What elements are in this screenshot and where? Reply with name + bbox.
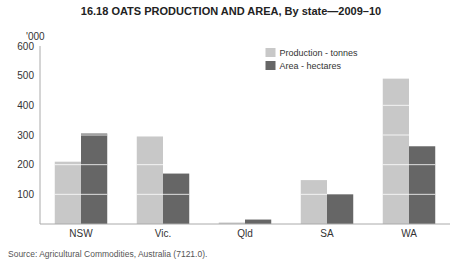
x-axis-line: [40, 224, 450, 225]
bar: [301, 180, 327, 224]
bar: [245, 220, 271, 224]
x-tick-label: SA: [320, 228, 334, 239]
y-tick-label: 200: [17, 159, 34, 170]
source-note: Source: Agricultural Commodities, Austra…: [8, 249, 207, 259]
bar-rule: [81, 135, 107, 136]
bar-rule: [301, 194, 327, 195]
bar: [409, 146, 435, 224]
title: 16.18 OATS PRODUCTION AND AREA, By state…: [81, 5, 381, 17]
bar-rule: [383, 105, 409, 106]
bar-rule: [137, 164, 163, 165]
bar: [55, 162, 81, 224]
bar: [163, 174, 189, 224]
bars: [55, 79, 435, 224]
bar-rule: [137, 194, 163, 195]
bar-rule: [55, 164, 81, 165]
x-tick-label: WA: [401, 228, 417, 239]
y-axis-line: [40, 46, 41, 224]
legend-swatch: [266, 48, 276, 57]
legend-swatch: [266, 61, 276, 70]
y-tick-label: 600: [17, 41, 34, 52]
x-tick-label: Qld: [237, 228, 253, 239]
x-ticks: NSW Vic. Qld SA WA: [69, 228, 417, 239]
bar-rule: [81, 164, 107, 165]
bar: [327, 194, 353, 224]
bar-rule: [409, 194, 435, 195]
bar: [81, 134, 107, 224]
bar-rule: [409, 164, 435, 165]
y-tick-label: 100: [17, 189, 34, 200]
bar-rule: [383, 164, 409, 165]
y-tick-label: 500: [17, 70, 34, 81]
bar-rule: [163, 194, 189, 195]
x-tick-label: NSW: [69, 228, 93, 239]
bar: [137, 136, 163, 224]
chart: 16.18 OATS PRODUCTION AND AREA, By state…: [0, 0, 462, 263]
bar: [383, 79, 409, 224]
legend-label: Production - tonnes: [280, 48, 359, 58]
bar-rule: [383, 194, 409, 195]
y-ticks: 100 200 300 400 500 600: [17, 41, 34, 200]
bar-rule: [55, 194, 81, 195]
y-tick-label: 400: [17, 100, 34, 111]
x-tick-label: Vic.: [155, 228, 172, 239]
bar-rule: [383, 135, 409, 136]
legend-label: Area - hectares: [280, 61, 342, 71]
legend: Production - tonnes Area - hectares: [266, 48, 359, 71]
y-tick-label: 300: [17, 130, 34, 141]
bar-rule: [81, 194, 107, 195]
